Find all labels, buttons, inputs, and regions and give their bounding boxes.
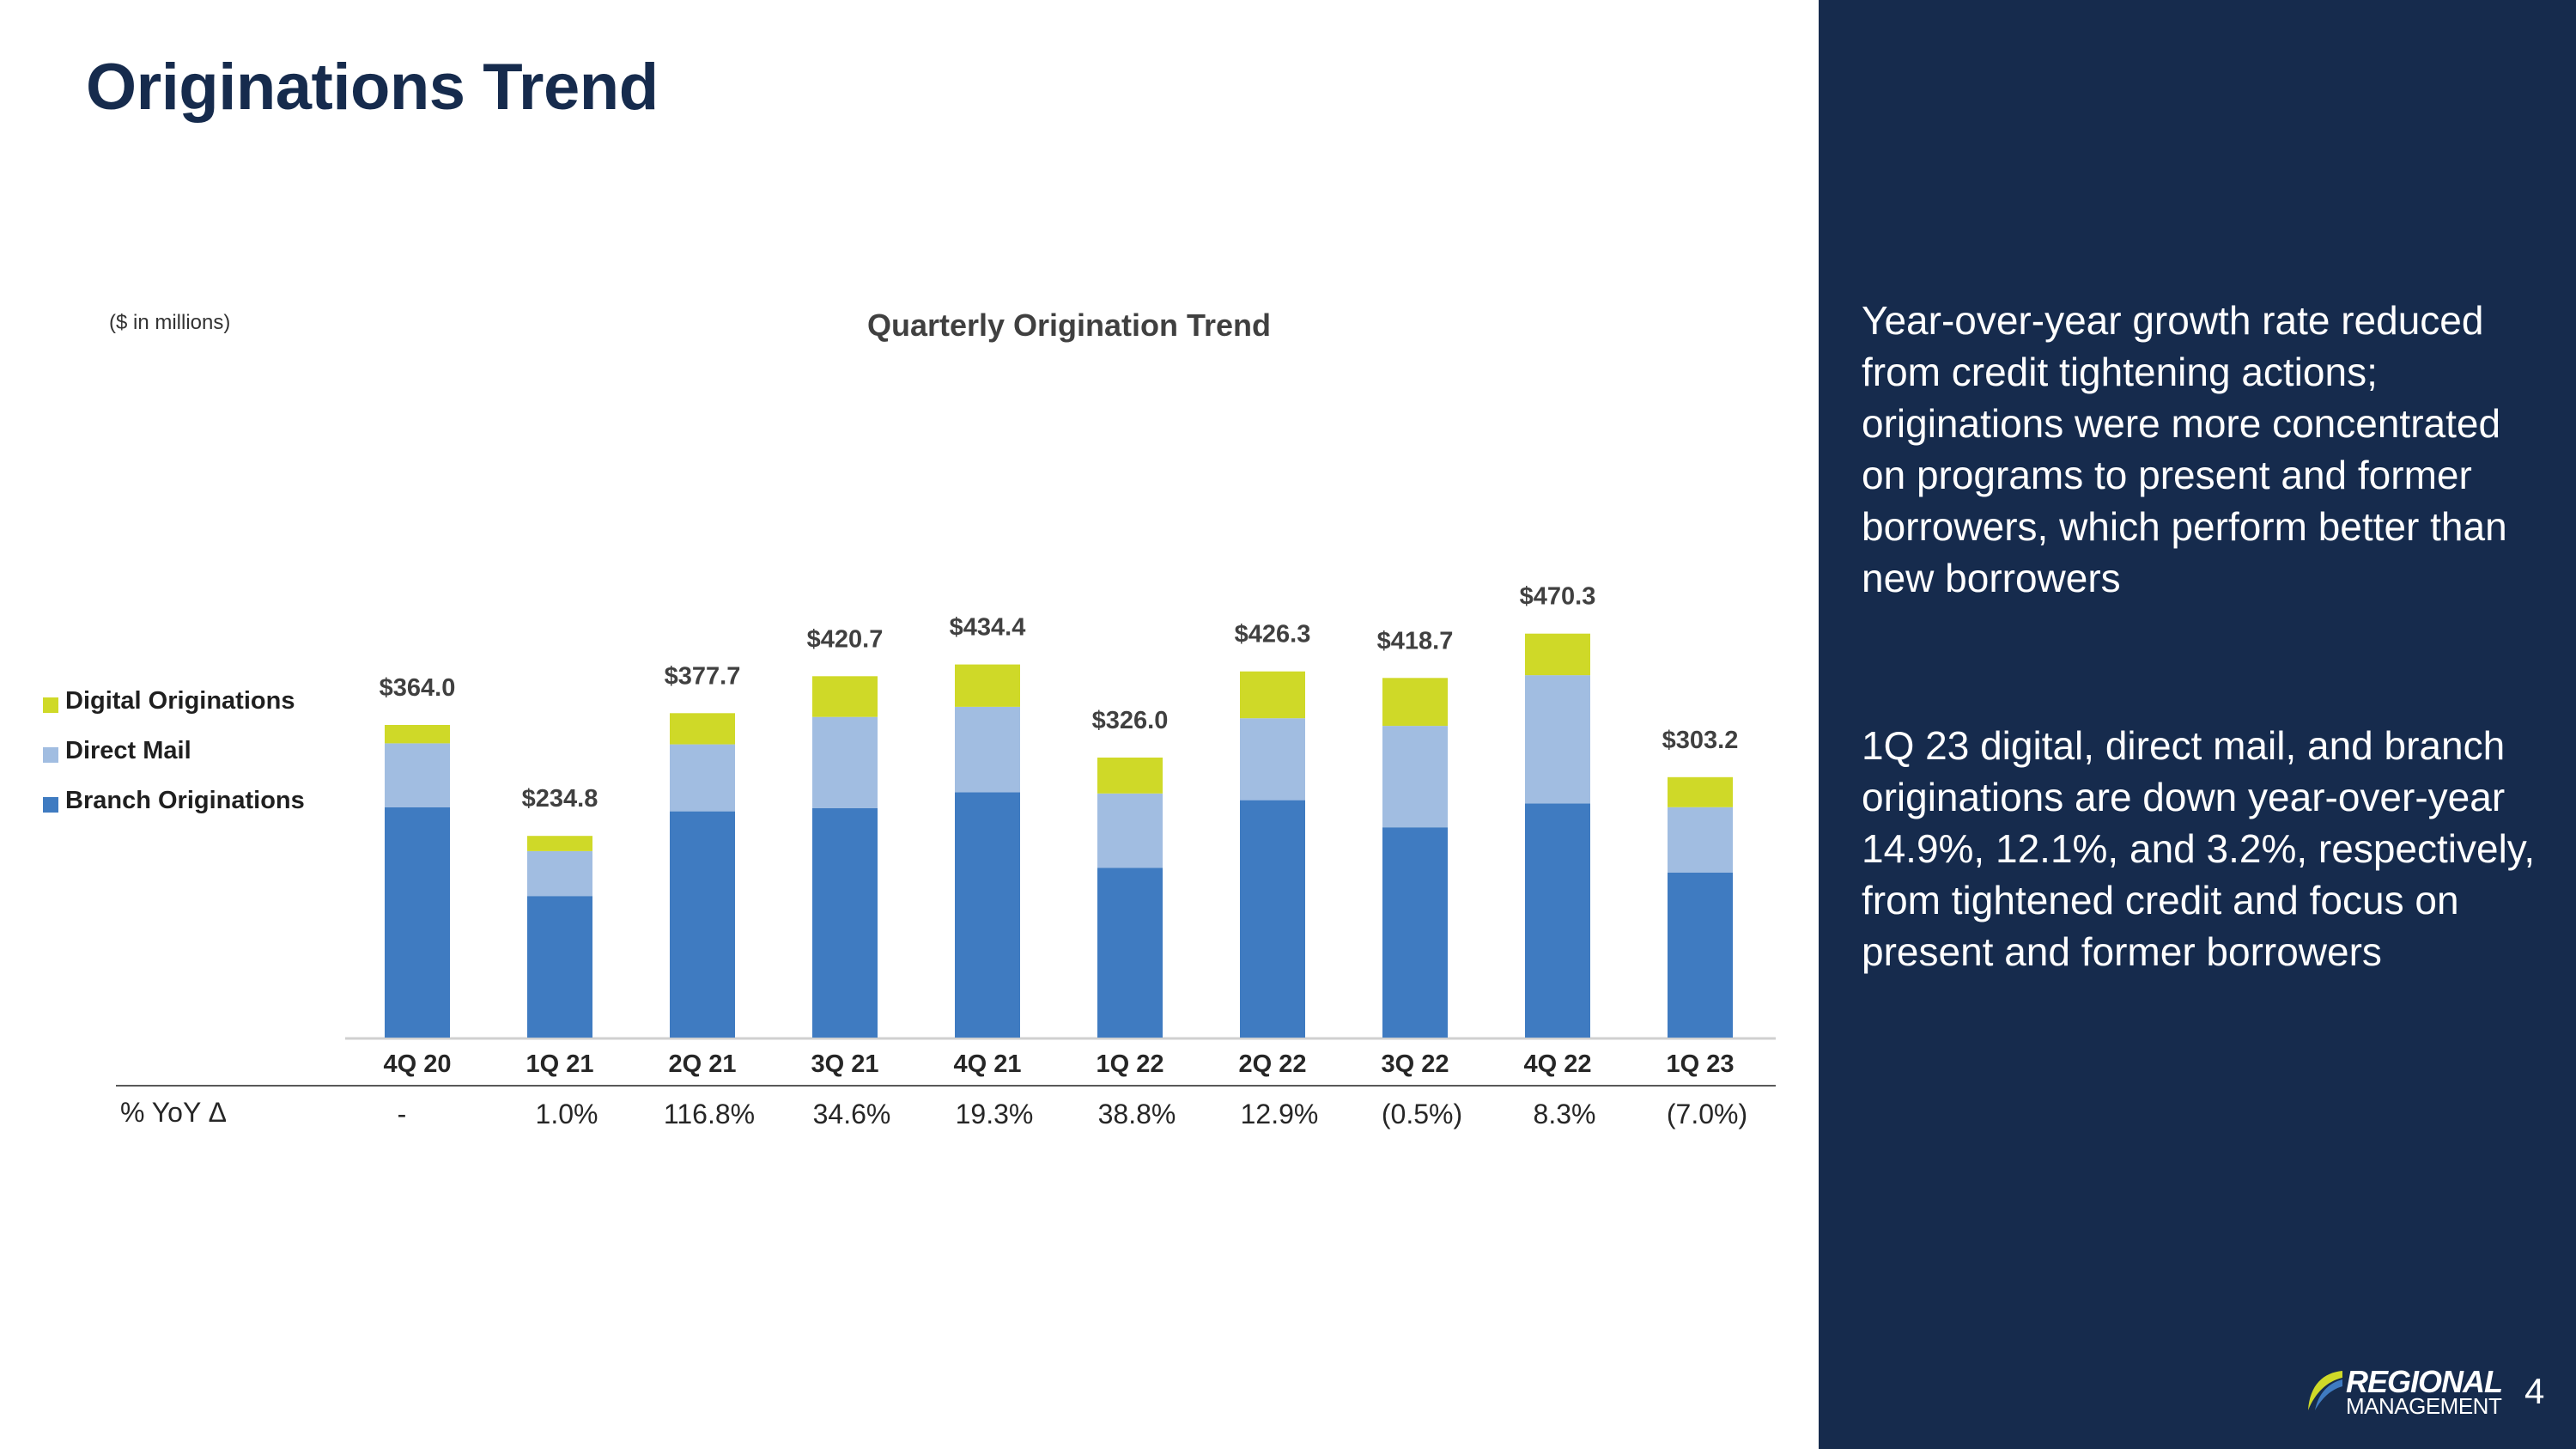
bar-digital-originations-3q-21	[812, 676, 878, 717]
bar-direct-mail-1q-23	[1668, 807, 1733, 873]
bar-digital-originations-4q-22	[1525, 633, 1590, 676]
total-label-4q-22: $470.3	[1520, 583, 1596, 611]
legend-swatch-direct-mail	[43, 747, 58, 763]
yoy-value-4q-20: -	[398, 1099, 407, 1129]
bar-digital-originations-1q-22	[1097, 758, 1163, 794]
legend-swatch-branch	[43, 797, 58, 813]
bar-direct-mail-4q-20	[385, 743, 450, 807]
x-tick-label-1q-23: 1Q 23	[1667, 1050, 1735, 1078]
yoy-value-2q-21: 116.8%	[664, 1099, 755, 1129]
total-label-3q-21: $420.7	[807, 625, 884, 653]
total-label-1q-22: $326.0	[1092, 707, 1169, 734]
yoy-value-4q-21: 19.3%	[956, 1099, 1034, 1129]
x-tick-label-1q-22: 1Q 22	[1097, 1050, 1164, 1078]
legend-label-digital: Digital Originations	[65, 687, 295, 715]
yoy-value-1q-22: 38.8%	[1098, 1099, 1176, 1129]
yoy-value-1q-23: (7.0%)	[1667, 1099, 1747, 1129]
bar-direct-mail-2q-22	[1240, 718, 1305, 801]
yoy-row-label: % YoY Δ	[120, 1097, 227, 1128]
bar-direct-mail-4q-21	[955, 706, 1020, 793]
bar-branch-originations-3q-21	[812, 808, 878, 1038]
total-label-2q-21: $377.7	[665, 662, 741, 690]
yoy-value-1q-21: 1.0%	[536, 1099, 598, 1129]
x-tick-label-3q-22: 3Q 22	[1382, 1050, 1449, 1078]
legend-label-direct-mail: Direct Mail	[65, 737, 191, 764]
bar-digital-originations-4q-21	[955, 664, 1020, 707]
x-tick-label-2q-22: 2Q 22	[1239, 1050, 1307, 1078]
chart-title: Quarterly Origination Trend	[866, 307, 1272, 343]
x-tick-label-4q-21: 4Q 21	[954, 1050, 1022, 1078]
bar-digital-originations-2q-22	[1240, 671, 1305, 719]
bar-direct-mail-2q-21	[670, 744, 735, 812]
yoy-value-3q-21: 34.6%	[813, 1099, 891, 1129]
total-label-4q-20: $364.0	[380, 674, 456, 702]
yoy-value-2q-22: 12.9%	[1241, 1099, 1319, 1129]
logo-swoosh-icon	[2308, 1371, 2342, 1410]
units-note: ($ in millions)	[109, 311, 231, 334]
bar-direct-mail-3q-22	[1382, 726, 1448, 828]
total-label-1q-23: $303.2	[1662, 727, 1739, 754]
x-tick-label-4q-22: 4Q 22	[1524, 1050, 1592, 1078]
bar-direct-mail-1q-21	[527, 850, 592, 897]
bar-digital-originations-4q-20	[385, 725, 450, 744]
x-tick-label-1q-21: 1Q 21	[526, 1050, 594, 1078]
logo-wordmark-regional: REGIONAL	[2346, 1364, 2503, 1399]
bar-branch-originations-4q-21	[955, 792, 1020, 1038]
bar-direct-mail-3q-21	[812, 716, 878, 808]
bar-branch-originations-1q-22	[1097, 868, 1163, 1038]
chart-plot: $364.0 4Q 20 - $234.8 1Q 21 1.0% $377.7 2Q 21 11…	[116, 583, 1776, 1129]
side-panel: Year-over-year growth rate reduced from …	[1819, 0, 2576, 1449]
yoy-value-3q-22: (0.5%)	[1382, 1099, 1462, 1129]
legend-swatch-digital	[43, 697, 58, 713]
bar-digital-originations-2q-21	[670, 713, 735, 745]
side-paragraph-channels: 1Q 23 digital, direct mail, and branch o…	[1862, 723, 2536, 974]
bar-digital-originations-1q-21	[527, 836, 592, 851]
bar-branch-originations-1q-23	[1668, 873, 1733, 1038]
x-tick-label-2q-21: 2Q 21	[669, 1050, 737, 1078]
total-label-1q-21: $234.8	[522, 785, 598, 813]
logo-wordmark-management: MANAGEMENT	[2346, 1393, 2502, 1419]
page-number: 4	[2524, 1371, 2545, 1411]
legend-label-branch: Branch Originations	[65, 787, 305, 814]
bar-digital-originations-3q-22	[1382, 678, 1448, 727]
bar-branch-originations-3q-22	[1382, 827, 1448, 1038]
yoy-value-4q-22: 8.3%	[1534, 1099, 1596, 1129]
bar-direct-mail-4q-22	[1525, 675, 1590, 804]
x-tick-label-3q-21: 3Q 21	[811, 1050, 879, 1078]
side-paragraph-growth: Year-over-year growth rate reduced from …	[1862, 298, 2507, 600]
bar-direct-mail-1q-22	[1097, 793, 1163, 868]
bar-branch-originations-4q-20	[385, 807, 450, 1038]
total-label-3q-22: $418.7	[1377, 627, 1454, 654]
bar-branch-originations-4q-22	[1525, 803, 1590, 1038]
total-label-2q-22: $426.3	[1235, 621, 1311, 648]
bar-branch-originations-2q-22	[1240, 800, 1305, 1038]
company-logo: REGIONAL MANAGEMENT	[2305, 1364, 2503, 1419]
bar-digital-originations-1q-23	[1668, 776, 1733, 807]
slide-title: Originations Trend	[86, 51, 659, 124]
x-tick-label-4q-20: 4Q 20	[384, 1050, 452, 1078]
bar-branch-originations-2q-21	[670, 811, 735, 1038]
total-label-4q-21: $434.4	[950, 614, 1026, 642]
bar-branch-originations-1q-21	[527, 896, 592, 1038]
